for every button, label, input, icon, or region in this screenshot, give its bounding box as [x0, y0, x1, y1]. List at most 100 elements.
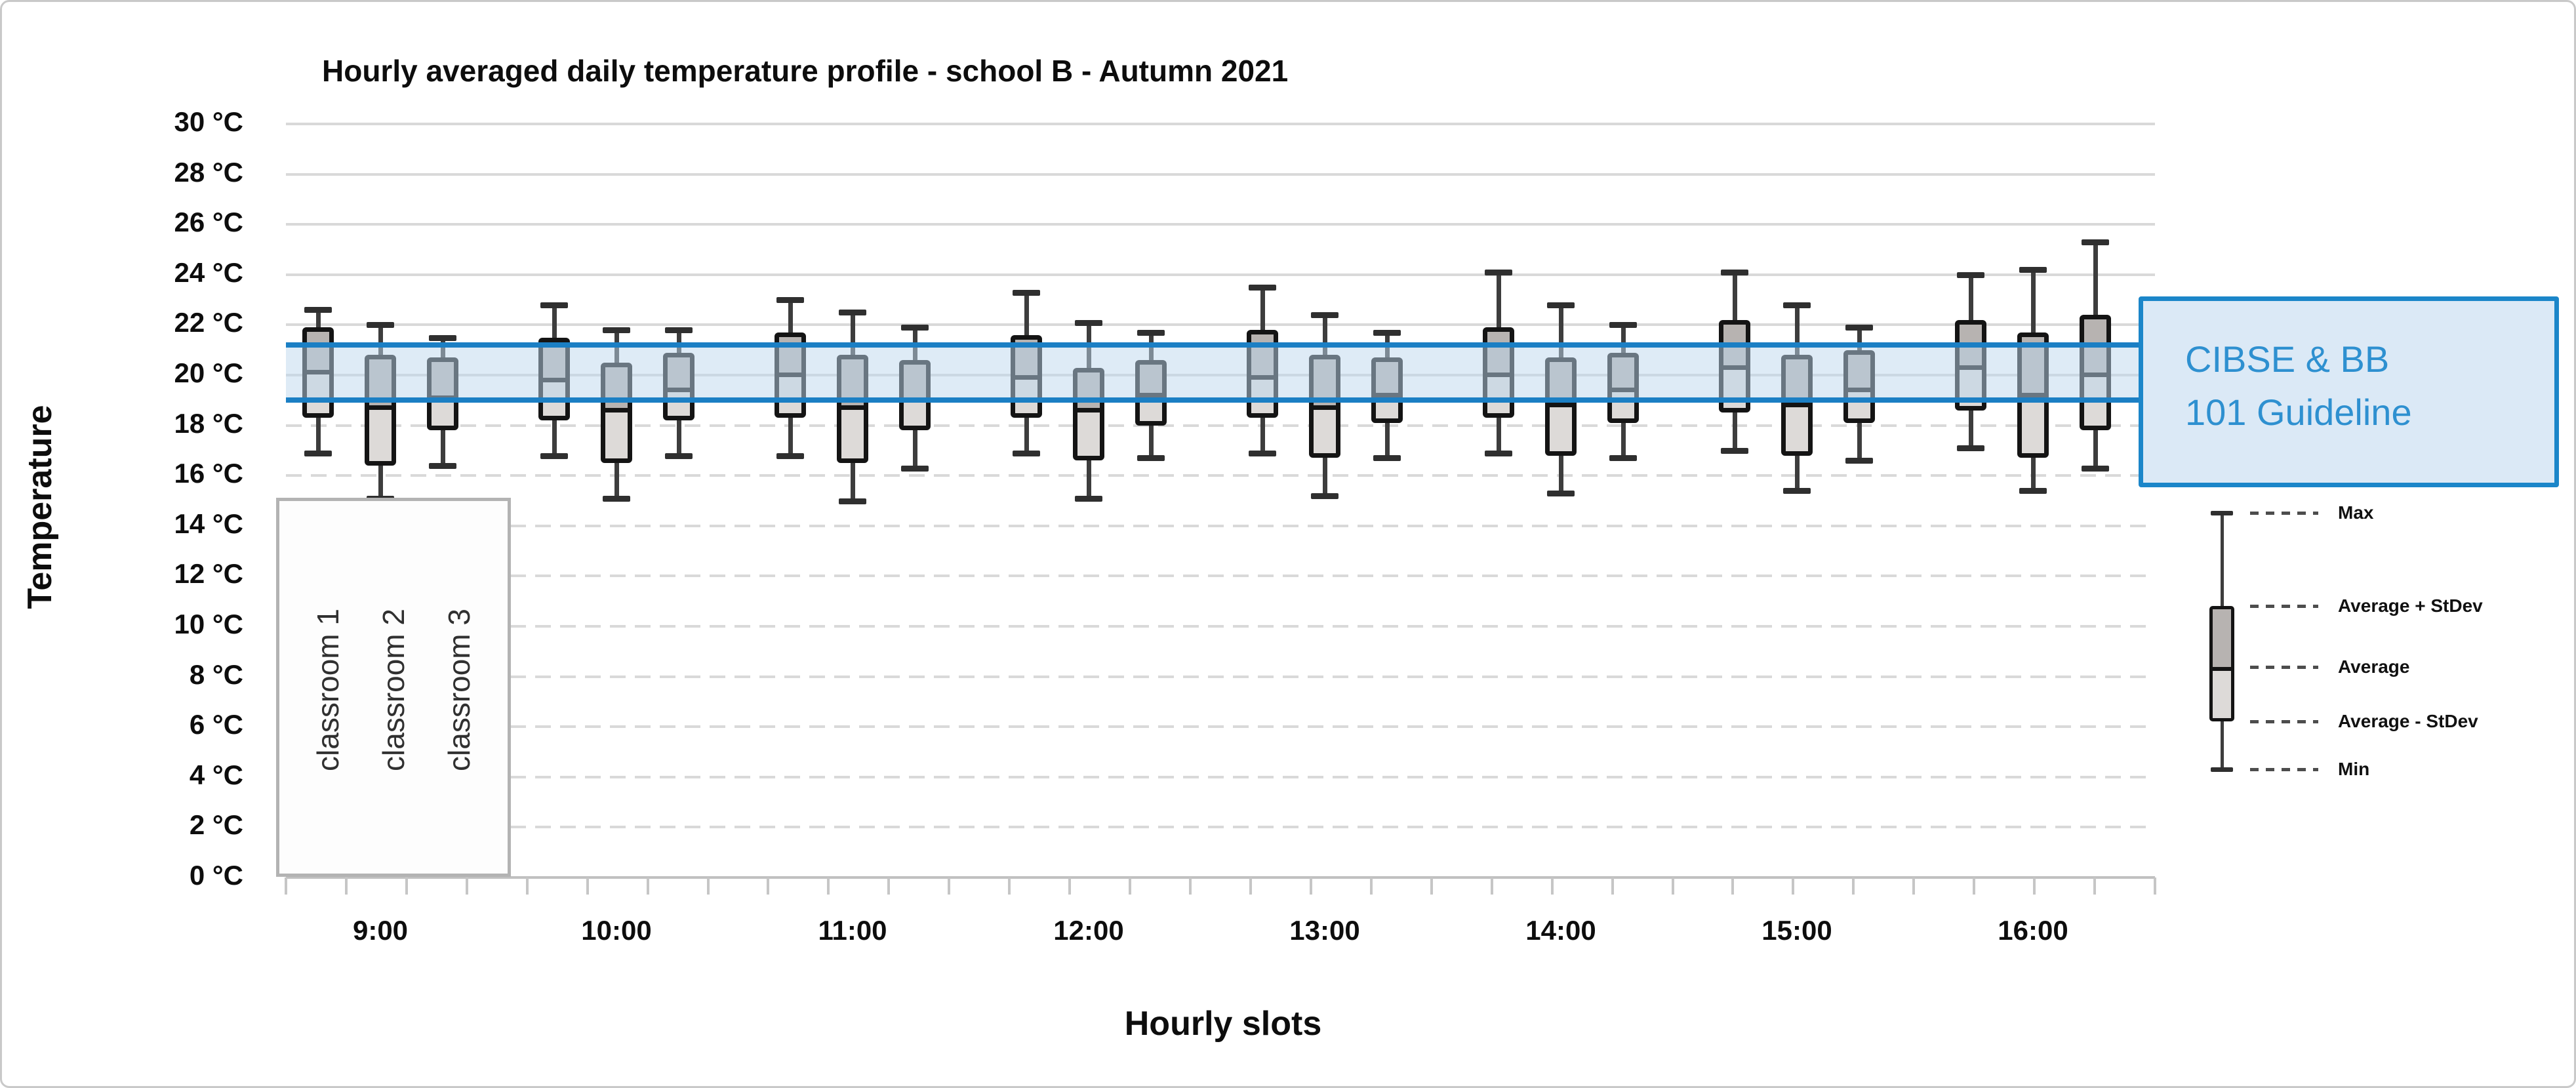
classroom-1-1200-lower-seg — [1015, 379, 1037, 414]
classroom-1-1400-lower-seg — [1487, 377, 1510, 414]
classroom-1-1100-upper-whisker — [788, 300, 793, 332]
x-axis-tick — [1129, 877, 1132, 895]
classroom-2-1200-lower-seg — [1077, 412, 1100, 456]
classroom-3-1200-average-line — [1140, 392, 1162, 397]
classroom-2-1300-min-cap — [1311, 493, 1338, 499]
classroom-1-1600-min-cap — [1957, 445, 1984, 452]
classroom-3-1100-upper-whisker — [912, 327, 917, 360]
classroom-3-900-min-cap — [429, 462, 456, 469]
x-axis-tick — [706, 877, 710, 895]
x-axis-line — [286, 876, 2155, 879]
series-legend-label: classroom 3 — [442, 609, 476, 771]
classroom-1-900-lower-whisker — [315, 418, 321, 453]
classroom-2-1500-lower-seg — [1786, 407, 1808, 451]
classroom-2-1200-upper-seg — [1077, 372, 1100, 408]
y-tick-label: 20 °C — [174, 357, 243, 388]
classroom-3-1300-max-cap — [1373, 329, 1401, 336]
gridline-16 — [286, 474, 2155, 477]
classroom-2-1500-max-cap — [1783, 302, 1811, 308]
x-tick-label: 12:00 — [1053, 915, 1124, 946]
classroom-2-1000-max-cap — [603, 327, 630, 334]
classroom-1-1100-min-cap — [776, 453, 804, 459]
x-tick-label: 9:00 — [352, 915, 409, 946]
y-tick-label: 4 °C — [189, 759, 243, 790]
classroom-2-1100-lower-seg — [841, 409, 864, 459]
gridline-28 — [286, 172, 2155, 176]
classroom-3-1000-lower-whisker — [676, 420, 681, 456]
classroom-1-900-lower-seg — [307, 374, 329, 414]
classroom-3-1000-lower-seg — [668, 392, 690, 416]
classroom-3-1100-min-cap — [901, 465, 929, 472]
classroom-2-1400-upper-seg — [1550, 362, 1572, 403]
classroom-1-1500-lower-seg — [1723, 369, 1746, 409]
guideline-label-line2: 101 Guideline — [2185, 392, 2412, 433]
legend-sample-box — [2209, 606, 2234, 721]
x-axis-tick — [1369, 877, 1373, 895]
classroom-1-1000-average-line — [543, 377, 565, 382]
classroom-1-900-max-cap — [304, 307, 332, 313]
classroom-1-1400-max-cap — [1485, 269, 1512, 275]
x-axis-tick — [1430, 877, 1433, 895]
classroom-2-1000-lower-whisker — [614, 463, 619, 498]
classroom-1-1300-min-cap — [1249, 450, 1276, 456]
classroom-3-1600-max-cap — [2082, 239, 2109, 245]
classroom-2-1500-lower-whisker — [1794, 455, 1800, 491]
series-legend-label: classroom 2 — [376, 609, 411, 771]
classroom-2-1200-average-line — [1077, 407, 1100, 413]
classroom-1-1100-lower-seg — [779, 377, 801, 414]
classroom-1-1300-max-cap — [1249, 284, 1276, 291]
y-tick-label: 0 °C — [189, 860, 243, 891]
x-axis-tick — [1189, 877, 1192, 895]
classroom-3-1200-lower-whisker — [1148, 425, 1154, 458]
classroom-2-1400-lower-seg — [1550, 407, 1572, 451]
x-axis-tick — [827, 877, 830, 895]
x-tick-label: 11:00 — [818, 915, 887, 946]
classroom-2-1200-upper-whisker — [1086, 322, 1091, 368]
classroom-3-1100-average-line — [904, 397, 926, 403]
classroom-2-1500-min-cap — [1783, 488, 1811, 494]
gridline-12 — [286, 574, 2155, 578]
classroom-3-1100-upper-seg — [904, 365, 926, 398]
gridline-10 — [286, 625, 2155, 628]
y-axis-title: Temperature — [21, 405, 59, 609]
classroom-3-1400-upper-whisker — [1620, 325, 1626, 353]
classroom-1-1200-upper-whisker — [1024, 292, 1029, 335]
classroom-1-1400-upper-seg — [1487, 332, 1510, 373]
classroom-2-1500-box — [1781, 355, 1813, 456]
classroom-1-1200-lower-whisker — [1024, 418, 1029, 453]
classroom-3-1400-upper-seg — [1612, 357, 1634, 388]
classroom-3-1500-box — [1843, 350, 1875, 423]
classroom-3-1300-box — [1371, 357, 1403, 423]
classroom-3-1600-lower-whisker — [2093, 430, 2098, 468]
classroom-3-1600-min-cap — [2082, 465, 2109, 472]
classroom-2-1600-average-line — [2022, 392, 2044, 397]
classroom-3-1200-min-cap — [1137, 455, 1165, 462]
classroom-2-1600-upper-whisker — [2030, 270, 2036, 332]
classroom-2-900-upper-whisker — [378, 325, 383, 355]
classroom-1-1100-upper-seg — [779, 336, 801, 373]
classroom-3-1500-average-line — [1848, 388, 1870, 393]
classroom-3-1200-box — [1135, 360, 1167, 426]
classroom-2-1300-upper-whisker — [1322, 315, 1327, 355]
x-tick-label: 16:00 — [1998, 915, 2068, 946]
legend-dash-line — [2250, 512, 2318, 515]
classroom-2-1200-max-cap — [1075, 319, 1102, 326]
series-legend-box: classroom 1 classroom 2 classroom 3 — [276, 498, 511, 877]
x-tick-label: 13:00 — [1289, 915, 1360, 946]
classroom-1-1100-max-cap — [776, 297, 804, 304]
x-axis-tick — [465, 877, 468, 895]
x-axis-tick — [405, 877, 408, 895]
classroom-1-1300-average-line — [1251, 374, 1274, 380]
classroom-3-1400-lower-whisker — [1620, 422, 1626, 458]
legend-sample-lower-seg — [2213, 671, 2231, 718]
classroom-3-900-box — [427, 357, 458, 431]
classroom-1-1000-min-cap — [540, 453, 568, 459]
x-tick-label: 14:00 — [1525, 915, 1596, 946]
legend-sample-upper-seg — [2213, 609, 2231, 667]
classroom-1-1500-max-cap — [1721, 269, 1748, 275]
classroom-2-1600-upper-seg — [2022, 336, 2044, 393]
y-tick-label: 26 °C — [174, 207, 243, 238]
classroom-2-1000-box — [601, 362, 632, 464]
classroom-1-1200-upper-seg — [1015, 339, 1037, 375]
classroom-3-1300-upper-whisker — [1384, 332, 1390, 358]
